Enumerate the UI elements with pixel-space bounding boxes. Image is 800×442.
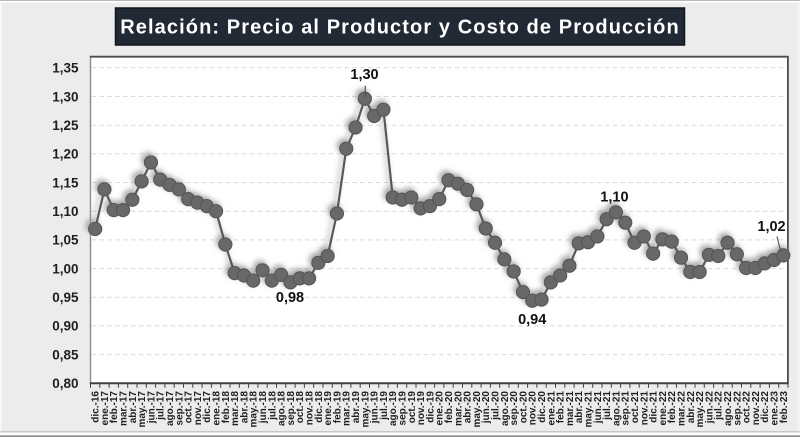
svg-text:sep.-20: sep.-20 <box>509 391 520 426</box>
svg-text:jul.-17: jul.-17 <box>156 391 167 421</box>
svg-text:sep.-18: sep.-18 <box>286 391 297 426</box>
svg-text:0,94: 0,94 <box>518 312 546 328</box>
svg-text:jul.-22: jul.-22 <box>714 391 725 421</box>
svg-text:may.-20: may.-20 <box>472 391 483 428</box>
svg-text:mar.-22: mar.-22 <box>676 391 687 426</box>
svg-text:nov.-18: nov.-18 <box>304 391 315 426</box>
svg-text:Relación: Precio al Productor: Relación: Precio al Productor y Costo de… <box>120 17 680 39</box>
svg-text:nov.-17: nov.-17 <box>193 391 204 426</box>
svg-text:oct.-19: oct.-19 <box>407 391 418 424</box>
svg-text:abr.-18: abr.-18 <box>239 391 250 424</box>
svg-text:jul.-19: jul.-19 <box>379 391 390 421</box>
svg-text:may.-17: may.-17 <box>137 391 148 428</box>
svg-text:ago.-18: ago.-18 <box>277 391 288 426</box>
svg-text:dic.-19: dic.-19 <box>425 391 436 423</box>
svg-text:ene.-21: ene.-21 <box>546 391 557 426</box>
svg-text:nov.-19: nov.-19 <box>416 391 427 426</box>
svg-text:nov.-20: nov.-20 <box>528 391 539 426</box>
svg-text:1,10: 1,10 <box>52 204 78 219</box>
svg-text:jun.-17: jun.-17 <box>146 391 157 425</box>
svg-text:ago.-20: ago.-20 <box>500 391 511 426</box>
svg-text:1,15: 1,15 <box>52 175 79 190</box>
svg-text:feb.-17: feb.-17 <box>109 391 120 424</box>
svg-text:feb.-18: feb.-18 <box>221 391 232 424</box>
svg-text:dic.-20: dic.-20 <box>537 391 548 423</box>
svg-text:ene.-19: ene.-19 <box>323 391 334 426</box>
svg-text:dic.-16: dic.-16 <box>91 391 102 423</box>
svg-text:feb.-23: feb.-23 <box>779 391 790 424</box>
svg-text:may.-21: may.-21 <box>583 391 594 428</box>
svg-text:may.-22: may.-22 <box>695 391 706 428</box>
svg-text:1,35: 1,35 <box>52 61 79 76</box>
svg-text:1,05: 1,05 <box>52 233 79 248</box>
svg-text:dic.-17: dic.-17 <box>202 391 213 423</box>
svg-text:nov.-21: nov.-21 <box>639 391 650 426</box>
svg-text:feb.-22: feb.-22 <box>667 391 678 424</box>
svg-text:oct.-17: oct.-17 <box>184 391 195 424</box>
svg-text:abr.-21: abr.-21 <box>574 391 585 424</box>
svg-text:mar.-17: mar.-17 <box>118 391 129 426</box>
svg-text:oct.-21: oct.-21 <box>630 391 641 424</box>
svg-text:abr.-20: abr.-20 <box>463 391 474 424</box>
svg-text:0,90: 0,90 <box>52 319 78 334</box>
svg-text:1,30: 1,30 <box>350 67 378 83</box>
svg-text:mar.-18: mar.-18 <box>230 391 241 426</box>
svg-text:ago.-22: ago.-22 <box>723 391 734 426</box>
svg-text:mar.-20: mar.-20 <box>453 391 464 426</box>
svg-text:ago.-17: ago.-17 <box>165 391 176 426</box>
svg-text:feb.-19: feb.-19 <box>332 391 343 424</box>
svg-text:abr.-22: abr.-22 <box>686 391 697 424</box>
svg-text:1,25: 1,25 <box>52 118 79 133</box>
svg-text:jun.-19: jun.-19 <box>370 391 381 425</box>
svg-text:oct.-18: oct.-18 <box>295 391 306 424</box>
svg-text:ene.-23: ene.-23 <box>769 391 780 426</box>
svg-text:ago.-19: ago.-19 <box>388 391 399 426</box>
svg-text:jun.-21: jun.-21 <box>593 391 604 425</box>
svg-text:0,80: 0,80 <box>52 376 78 391</box>
svg-text:sep.-17: sep.-17 <box>174 391 185 426</box>
svg-text:jul.-20: jul.-20 <box>490 391 501 421</box>
svg-text:nov.-22: nov.-22 <box>751 391 762 426</box>
svg-text:abr.-19: abr.-19 <box>351 391 362 424</box>
svg-text:jun.-20: jun.-20 <box>481 391 492 425</box>
svg-text:1,20: 1,20 <box>52 147 78 162</box>
svg-text:jun.-18: jun.-18 <box>258 391 269 425</box>
svg-text:feb.-20: feb.-20 <box>444 391 455 424</box>
svg-text:ene.-17: ene.-17 <box>100 391 111 426</box>
svg-text:0,85: 0,85 <box>52 347 79 362</box>
svg-text:jul.-18: jul.-18 <box>267 391 278 421</box>
svg-text:1,10: 1,10 <box>600 190 628 206</box>
svg-text:mar.-19: mar.-19 <box>342 391 353 426</box>
svg-text:ene.-18: ene.-18 <box>211 391 222 426</box>
svg-text:1,00: 1,00 <box>52 261 78 276</box>
svg-text:mar.-21: mar.-21 <box>565 391 576 426</box>
svg-text:dic.-18: dic.-18 <box>314 391 325 423</box>
svg-text:1,02: 1,02 <box>757 219 785 235</box>
svg-text:sep.-19: sep.-19 <box>397 391 408 426</box>
svg-text:oct.-22: oct.-22 <box>742 391 753 424</box>
svg-text:feb.-21: feb.-21 <box>556 391 567 424</box>
svg-text:jul.-21: jul.-21 <box>602 391 613 421</box>
svg-text:jun.-22: jun.-22 <box>704 391 715 425</box>
svg-text:1,30: 1,30 <box>52 89 78 104</box>
svg-text:sep.-22: sep.-22 <box>732 391 743 426</box>
svg-text:may.-18: may.-18 <box>249 391 260 428</box>
svg-text:ene.-20: ene.-20 <box>435 391 446 426</box>
svg-text:sep.-21: sep.-21 <box>621 391 632 426</box>
svg-text:dic.-22: dic.-22 <box>760 391 771 423</box>
svg-text:oct.-20: oct.-20 <box>518 391 529 424</box>
svg-text:ago.-21: ago.-21 <box>611 391 622 426</box>
svg-text:abr.-17: abr.-17 <box>128 391 139 424</box>
svg-text:0,98: 0,98 <box>276 290 304 306</box>
svg-text:0,95: 0,95 <box>52 290 79 305</box>
svg-text:may.-19: may.-19 <box>360 391 371 428</box>
svg-text:ene.-22: ene.-22 <box>658 391 669 426</box>
svg-text:dic.-21: dic.-21 <box>649 391 660 423</box>
